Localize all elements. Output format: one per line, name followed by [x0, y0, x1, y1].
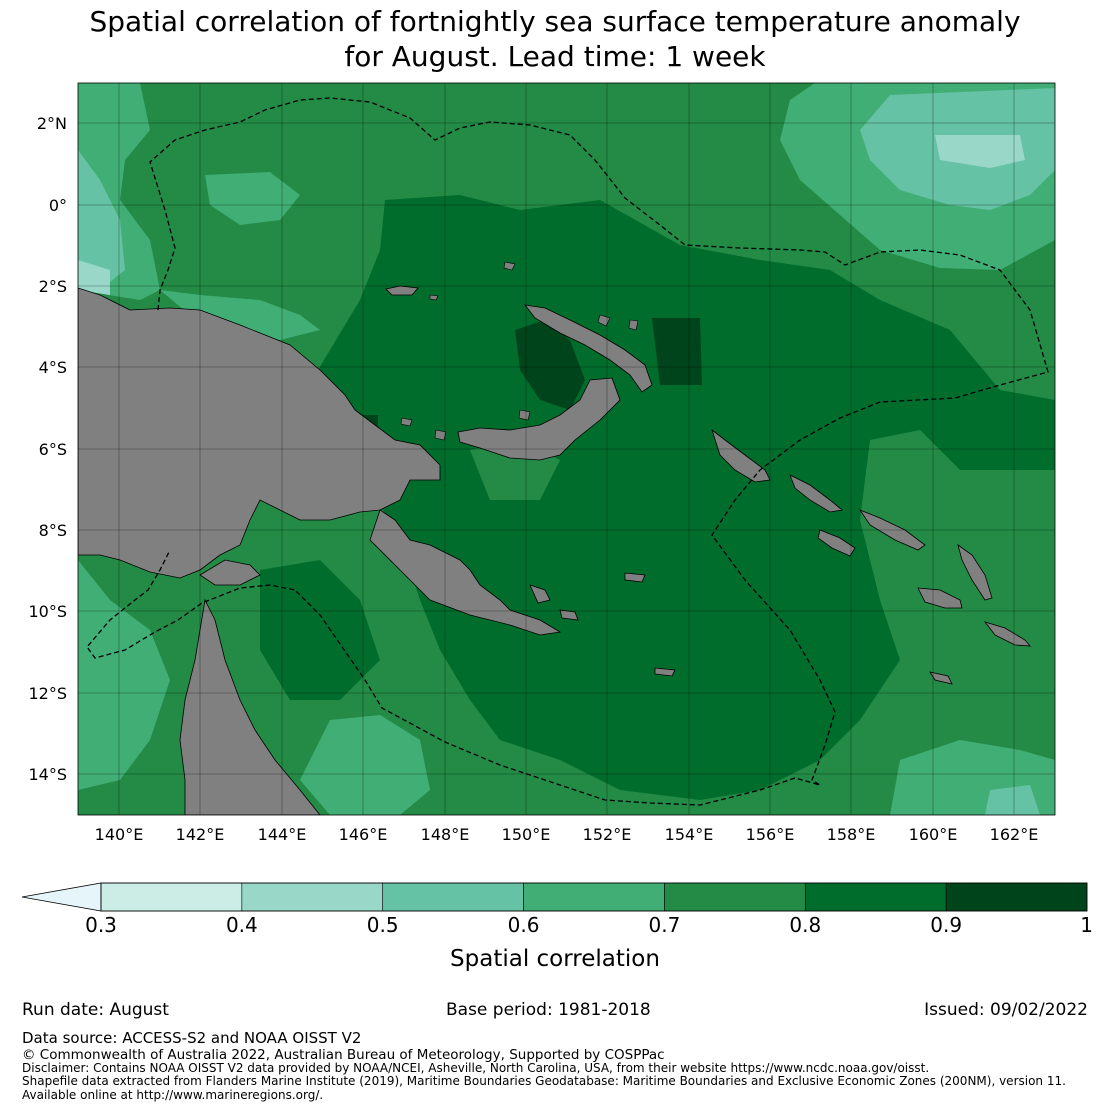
lon-tick-label: 140°E [95, 825, 144, 844]
lon-tick-label: 160°E [909, 825, 958, 844]
land-new-guinea [78, 287, 562, 636]
lon-tick-label: 144°E [258, 825, 307, 844]
land-new-georgia [817, 529, 856, 557]
colorbar-tick-label: 0.3 [85, 913, 117, 937]
colorbar-tick-label: 1 [1080, 913, 1093, 937]
lon-tick-label: 162°E [990, 825, 1039, 844]
graticule [78, 83, 1055, 815]
colorbar-tick-label: 0.6 [508, 913, 540, 937]
colorbar-title: Spatial correlation [450, 946, 660, 972]
lon-tick-label: 148°E [421, 825, 470, 844]
correlation-region-0.4-northwest [78, 260, 110, 295]
shapefile-credit: Shapefile data extracted from Flanders M… [22, 1074, 1066, 1088]
lon-tick-label: 142°E [176, 825, 225, 844]
lat-tick-label: 8°S [39, 521, 67, 540]
lat-tick-label: 14°S [28, 765, 67, 784]
copyright: © Commonwealth of Australia 2022, Austra… [22, 1047, 665, 1063]
colorbar-bin [523, 882, 665, 912]
land-fly-delta [199, 559, 261, 586]
lat-tick-labels: 2°N 0° 2°S 4°S 6°S 8°S 10°S 12°S 14°S [28, 114, 67, 784]
colorbar-tick-label: 0.4 [226, 913, 258, 937]
lat-tick-label: 12°S [28, 684, 67, 703]
title-line-2: for August. Lead time: 1 week [344, 40, 766, 73]
issued-date: Issued: 09/02/2022 [924, 1000, 1088, 1020]
correlation-region-0.5-southeast [985, 785, 1040, 815]
disclaimer: Disclaimer: Contains NOAA OISST V2 data … [22, 1061, 930, 1075]
land-santa-isabel [858, 509, 926, 551]
lat-tick-label: 6°S [39, 440, 67, 459]
land-small-islands [400, 261, 639, 441]
correlation-region-0.8-central [300, 195, 1055, 800]
colorbar: 0.3 0.4 0.5 0.6 0.7 0.8 0.9 1 Spatial correlati… [21, 882, 1093, 972]
colorbar-bin [945, 882, 1088, 912]
colorbar-bin [804, 882, 947, 912]
land-manus [385, 285, 419, 296]
land-bougainville [711, 428, 771, 483]
land-cape-york [179, 598, 321, 815]
land-malaita [957, 544, 993, 601]
colorbar-extend-min [21, 882, 102, 912]
colorbar-tick-label: 0.8 [789, 913, 821, 937]
land-new-britain [457, 377, 621, 461]
map-title: Spatial correlation of fortnightly sea s… [0, 4, 1110, 74]
correlation-region-0.9-new-ireland [652, 318, 702, 385]
eez-boundary [86, 97, 1049, 806]
colorbar-tick-label: 0.7 [649, 913, 681, 937]
land-choiseul [789, 474, 843, 513]
land-new-ireland [524, 304, 653, 393]
colorbar-frame [100, 882, 1088, 912]
correlation-region-0.6-south [300, 715, 430, 815]
lat-tick-label: 2°S [39, 277, 67, 296]
run-date: Run date: August [22, 1000, 169, 1020]
colorbar-tick-label: 0.5 [367, 913, 399, 937]
lon-tick-label: 158°E [827, 825, 876, 844]
colorbar-tick-labels: 0.3 0.4 0.5 0.6 0.7 0.8 0.9 1 [85, 913, 1093, 937]
land-milne-islands [529, 572, 953, 685]
base-period: Base period: 1981-2018 [446, 1000, 651, 1020]
data-source: Data source: ACCESS-S2 and NOAA OISST V2 [22, 1029, 362, 1047]
colorbar-bin [100, 882, 243, 912]
correlation-region-0.8-south-central [260, 560, 380, 700]
lat-tick-label: 0° [49, 196, 67, 215]
correlation-region-0.6-southwest [78, 560, 170, 790]
lon-tick-label: 150°E [502, 825, 551, 844]
colorbar-bin [664, 882, 806, 912]
colorbar-bin [382, 882, 524, 912]
land-makira [983, 621, 1031, 647]
lat-tick-label: 4°S [39, 358, 67, 377]
correlation-region-0.9-bismarck [515, 320, 585, 410]
lat-tick-label: 10°S [28, 602, 67, 621]
lon-tick-label: 152°E [583, 825, 632, 844]
colorbar-bins [100, 882, 1088, 912]
lon-tick-label: 146°E [339, 825, 388, 844]
correlation-region-0.6-png-coast [160, 290, 320, 340]
lon-tick-label: 156°E [746, 825, 795, 844]
title-line-1: Spatial correlation of fortnightly sea s… [89, 5, 1021, 38]
colorbar-tick-label: 0.9 [930, 913, 962, 937]
lon-tick-labels: 140°E 142°E 144°E 146°E 148°E 150°E 152°… [95, 825, 1039, 844]
correlation-region-0.4-northeast [935, 135, 1025, 168]
correlation-region-0.5-northwest [78, 150, 125, 290]
lat-tick-label: 2°N [37, 114, 67, 133]
lon-tick-label: 154°E [665, 825, 714, 844]
map-frame [77, 82, 1056, 816]
colorbar-bin [241, 882, 384, 912]
land-guadalcanal [917, 587, 963, 609]
map-panel [78, 83, 1055, 815]
available-online: Available online at http://www.marinereg… [22, 1088, 324, 1102]
correlation-region-0.6-north [205, 172, 300, 225]
